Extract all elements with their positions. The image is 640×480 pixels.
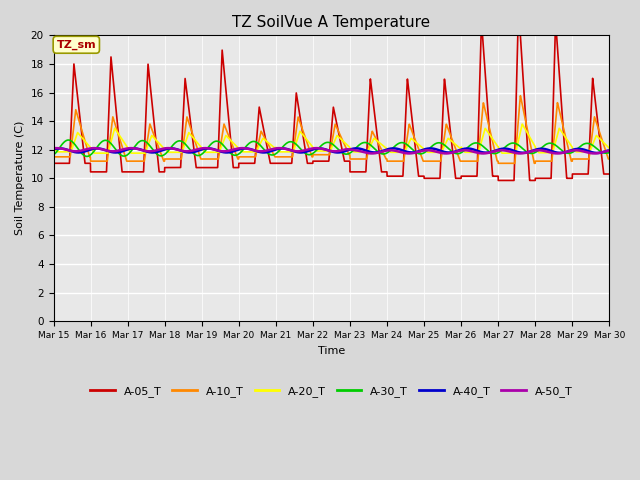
Line: A-10_T: A-10_T bbox=[54, 96, 609, 163]
A-20_T bbox=[553, 134, 561, 140]
A-50_T bbox=[205, 145, 212, 151]
A-30_T bbox=[396, 140, 403, 146]
A-30_T bbox=[83, 154, 91, 159]
Line: A-20_T: A-20_T bbox=[54, 124, 609, 153]
A-05_T bbox=[386, 173, 394, 179]
Title: TZ SoilVue A Temperature: TZ SoilVue A Temperature bbox=[232, 15, 431, 30]
A-40_T bbox=[553, 150, 561, 156]
Legend: A-05_T, A-10_T, A-20_T, A-30_T, A-40_T, A-50_T: A-05_T, A-10_T, A-20_T, A-30_T, A-40_T, … bbox=[86, 382, 577, 401]
A-20_T bbox=[205, 149, 212, 155]
A-10_T bbox=[50, 154, 58, 160]
A-20_T bbox=[396, 149, 403, 155]
X-axis label: Time: Time bbox=[318, 346, 345, 356]
A-30_T bbox=[205, 144, 213, 149]
A-30_T bbox=[605, 150, 613, 156]
A-40_T bbox=[205, 145, 212, 151]
A-30_T bbox=[553, 143, 561, 149]
A-05_T bbox=[396, 173, 403, 179]
A-50_T bbox=[605, 148, 613, 154]
A-40_T bbox=[278, 145, 286, 151]
A-20_T bbox=[50, 144, 58, 150]
A-40_T bbox=[605, 147, 613, 153]
A-30_T bbox=[386, 148, 394, 154]
A-10_T bbox=[605, 156, 613, 162]
A-30_T bbox=[65, 137, 72, 143]
A-40_T bbox=[169, 145, 177, 151]
A-50_T bbox=[553, 151, 561, 156]
A-05_T bbox=[50, 160, 58, 166]
A-40_T bbox=[50, 146, 58, 152]
A-50_T bbox=[396, 149, 403, 155]
A-10_T bbox=[516, 93, 524, 98]
A-40_T bbox=[593, 150, 601, 156]
A-30_T bbox=[50, 151, 58, 157]
A-05_T bbox=[169, 165, 177, 170]
A-05_T bbox=[605, 171, 613, 177]
Text: TZ_sm: TZ_sm bbox=[56, 40, 96, 50]
A-10_T bbox=[495, 160, 502, 166]
A-05_T bbox=[205, 165, 212, 170]
A-50_T bbox=[368, 151, 376, 156]
A-20_T bbox=[518, 121, 526, 127]
A-40_T bbox=[386, 146, 394, 152]
A-40_T bbox=[605, 147, 613, 153]
A-50_T bbox=[169, 145, 177, 151]
A-50_T bbox=[50, 145, 58, 151]
A-40_T bbox=[396, 146, 403, 152]
Line: A-40_T: A-40_T bbox=[54, 148, 609, 153]
A-10_T bbox=[605, 156, 613, 162]
A-10_T bbox=[205, 156, 212, 162]
Line: A-50_T: A-50_T bbox=[54, 148, 609, 154]
A-50_T bbox=[386, 147, 394, 153]
A-20_T bbox=[605, 145, 613, 151]
A-05_T bbox=[515, 5, 522, 11]
Y-axis label: Soil Temperature (C): Soil Temperature (C) bbox=[15, 121, 25, 236]
A-05_T bbox=[553, 36, 561, 41]
A-10_T bbox=[386, 158, 394, 164]
Line: A-30_T: A-30_T bbox=[54, 140, 609, 156]
A-20_T bbox=[386, 149, 394, 155]
A-10_T bbox=[169, 156, 177, 162]
Line: A-05_T: A-05_T bbox=[54, 8, 609, 180]
A-20_T bbox=[605, 145, 613, 151]
A-05_T bbox=[495, 178, 502, 183]
A-10_T bbox=[396, 158, 403, 164]
A-20_T bbox=[169, 149, 177, 155]
A-20_T bbox=[90, 150, 98, 156]
A-05_T bbox=[605, 171, 613, 177]
A-10_T bbox=[553, 106, 561, 112]
A-30_T bbox=[605, 150, 613, 156]
A-30_T bbox=[169, 142, 177, 148]
A-50_T bbox=[605, 148, 613, 154]
